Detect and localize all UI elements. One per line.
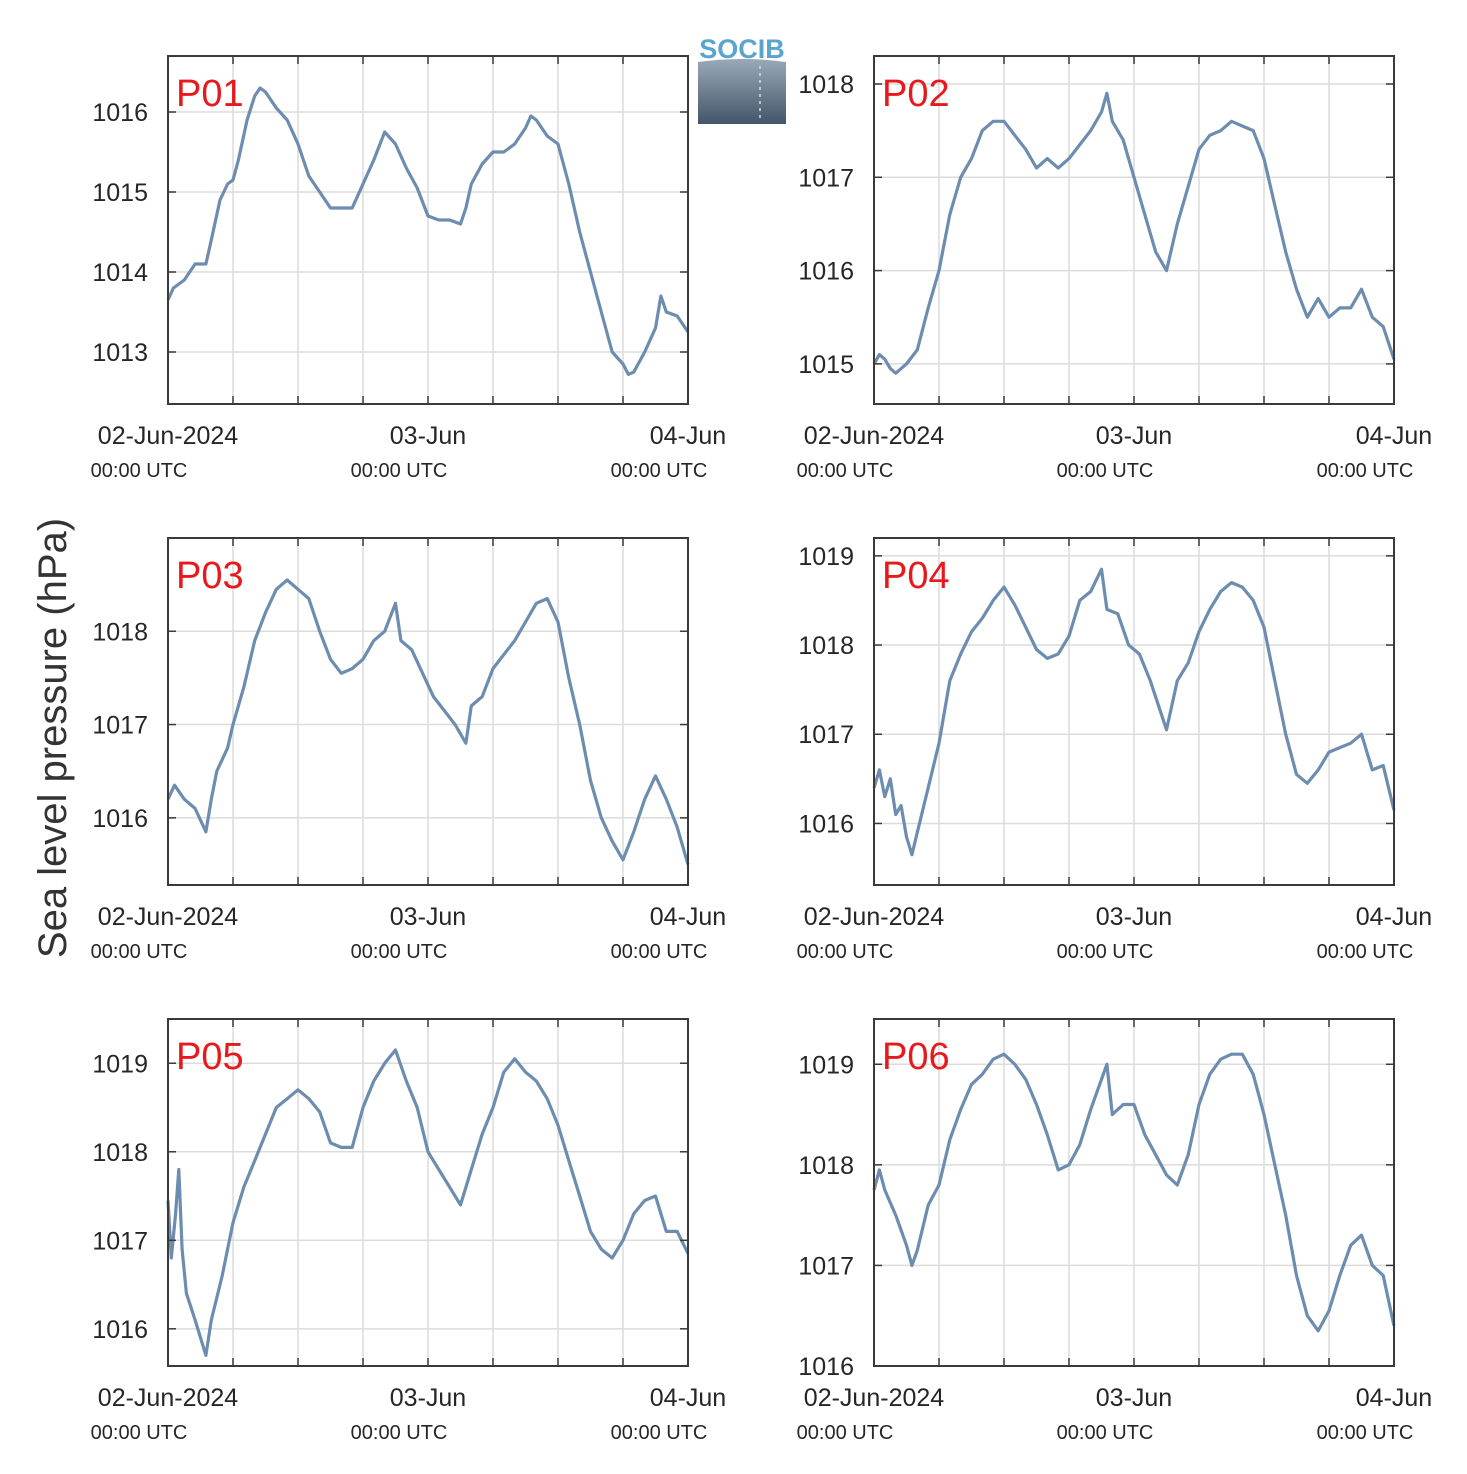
y-tick-label: 1019 [798,1051,854,1079]
y-tick-label: 1018 [798,71,854,99]
y-tick-label: 1017 [798,164,854,192]
y-tick-label: 1018 [92,1139,148,1167]
x-tick-label: 04-Jun [1356,422,1432,450]
series-line [166,1048,690,1357]
y-tick-label: 1016 [798,810,854,838]
panel-p06: 1016 1017 1018 1019 02-Jun-2024 00:00 UTC 03-J… [797,1018,1432,1444]
x-tick-sublabel: 00:00 UTC [611,941,708,963]
panel-p03: 1016 1017 1018 02-Jun-2024 00:00 UTC 03-Jun 00… [91,537,726,963]
x-tick-sublabel: 00:00 UTC [91,1422,188,1444]
y-tick-label: 1018 [798,632,854,660]
y-tick-label: 1017 [92,712,148,740]
panel-p04: 1016 1017 1018 1019 02-Jun-2024 00:00 UTC 03-J… [797,537,1432,963]
x-tick-label: 02-Jun-2024 [804,422,944,450]
y-tick-label: 1016 [798,258,854,286]
series-line [872,1052,1396,1333]
x-tick-label: 02-Jun-2024 [98,1384,238,1412]
x-tick-label: 04-Jun [1356,1384,1432,1412]
y-tick-label: 1017 [92,1227,148,1255]
x-tick-sublabel: 00:00 UTC [611,460,708,482]
x-tick-sublabel: 00:00 UTC [797,941,894,963]
x-tick-sublabel: 00:00 UTC [1317,1422,1414,1444]
y-tick-label: 1013 [92,339,148,367]
x-tick-label: 04-Jun [650,903,726,931]
x-tick-label: 02-Jun-2024 [804,1384,944,1412]
y-tick-label: 1019 [798,543,854,571]
y-tick-label: 1018 [798,1152,854,1180]
panel-label: P01 [176,73,244,115]
series-line [166,578,690,865]
x-tick-label: 03-Jun [390,422,466,450]
y-tick-label: 1016 [798,1353,854,1381]
series-line [872,91,1396,375]
x-tick-sublabel: 00:00 UTC [351,460,448,482]
panel-p05: 1016 1017 1018 1019 02-Jun-2024 00:00 UTC 03-J… [91,1018,726,1444]
x-tick-label: 03-Jun [1096,903,1172,931]
y-axis-label: Sea level pressure (hPa) [31,518,75,958]
y-tick-label: 1016 [92,805,148,833]
x-tick-sublabel: 00:00 UTC [91,460,188,482]
x-tick-label: 03-Jun [1096,1384,1172,1412]
x-tick-sublabel: 00:00 UTC [611,1422,708,1444]
x-tick-label: 03-Jun [390,1384,466,1412]
panel-label: P05 [176,1036,244,1078]
y-tick-label: 1015 [798,351,854,379]
socib-logo: SOCIB [698,34,786,124]
x-tick-sublabel: 00:00 UTC [1057,1422,1154,1444]
x-tick-label: 02-Jun-2024 [98,422,238,450]
series-line [872,567,1396,857]
x-tick-label: 02-Jun-2024 [98,903,238,931]
y-tick-label: 1019 [92,1050,148,1078]
x-tick-sublabel: 00:00 UTC [797,460,894,482]
panel-p02: 1015 1016 1017 1018 02-Jun-2024 00:00 UTC 03-J… [797,55,1432,482]
y-tick-label: 1015 [92,179,148,207]
series-line [166,86,690,376]
x-tick-label: 03-Jun [1096,422,1172,450]
x-tick-label: 04-Jun [650,422,726,450]
x-tick-sublabel: 00:00 UTC [1057,460,1154,482]
x-tick-sublabel: 00:00 UTC [1317,941,1414,963]
panel-p01: 1013 1014 1015 1016 02-Jun-2024 00:00 UTC 03-J… [91,55,726,482]
x-tick-label: 03-Jun [390,903,466,931]
panel-label: P03 [176,555,244,597]
y-tick-label: 1018 [92,618,148,646]
x-tick-label: 04-Jun [650,1384,726,1412]
x-tick-sublabel: 00:00 UTC [1057,941,1154,963]
y-tick-label: 1017 [798,1252,854,1280]
panel-label: P04 [882,555,950,597]
y-tick-label: 1014 [92,259,148,287]
x-tick-sublabel: 00:00 UTC [797,1422,894,1444]
x-tick-sublabel: 00:00 UTC [1317,460,1414,482]
x-tick-label: 04-Jun [1356,903,1432,931]
y-tick-label: 1016 [92,1316,148,1344]
x-tick-sublabel: 00:00 UTC [351,941,448,963]
logo-wave-icon [698,59,786,124]
y-tick-label: 1017 [798,721,854,749]
panel-label: P06 [882,1036,950,1078]
x-tick-sublabel: 00:00 UTC [351,1422,448,1444]
y-tick-label: 1016 [92,99,148,127]
x-tick-sublabel: 00:00 UTC [91,941,188,963]
panel-label: P02 [882,73,950,115]
x-tick-label: 02-Jun-2024 [804,903,944,931]
